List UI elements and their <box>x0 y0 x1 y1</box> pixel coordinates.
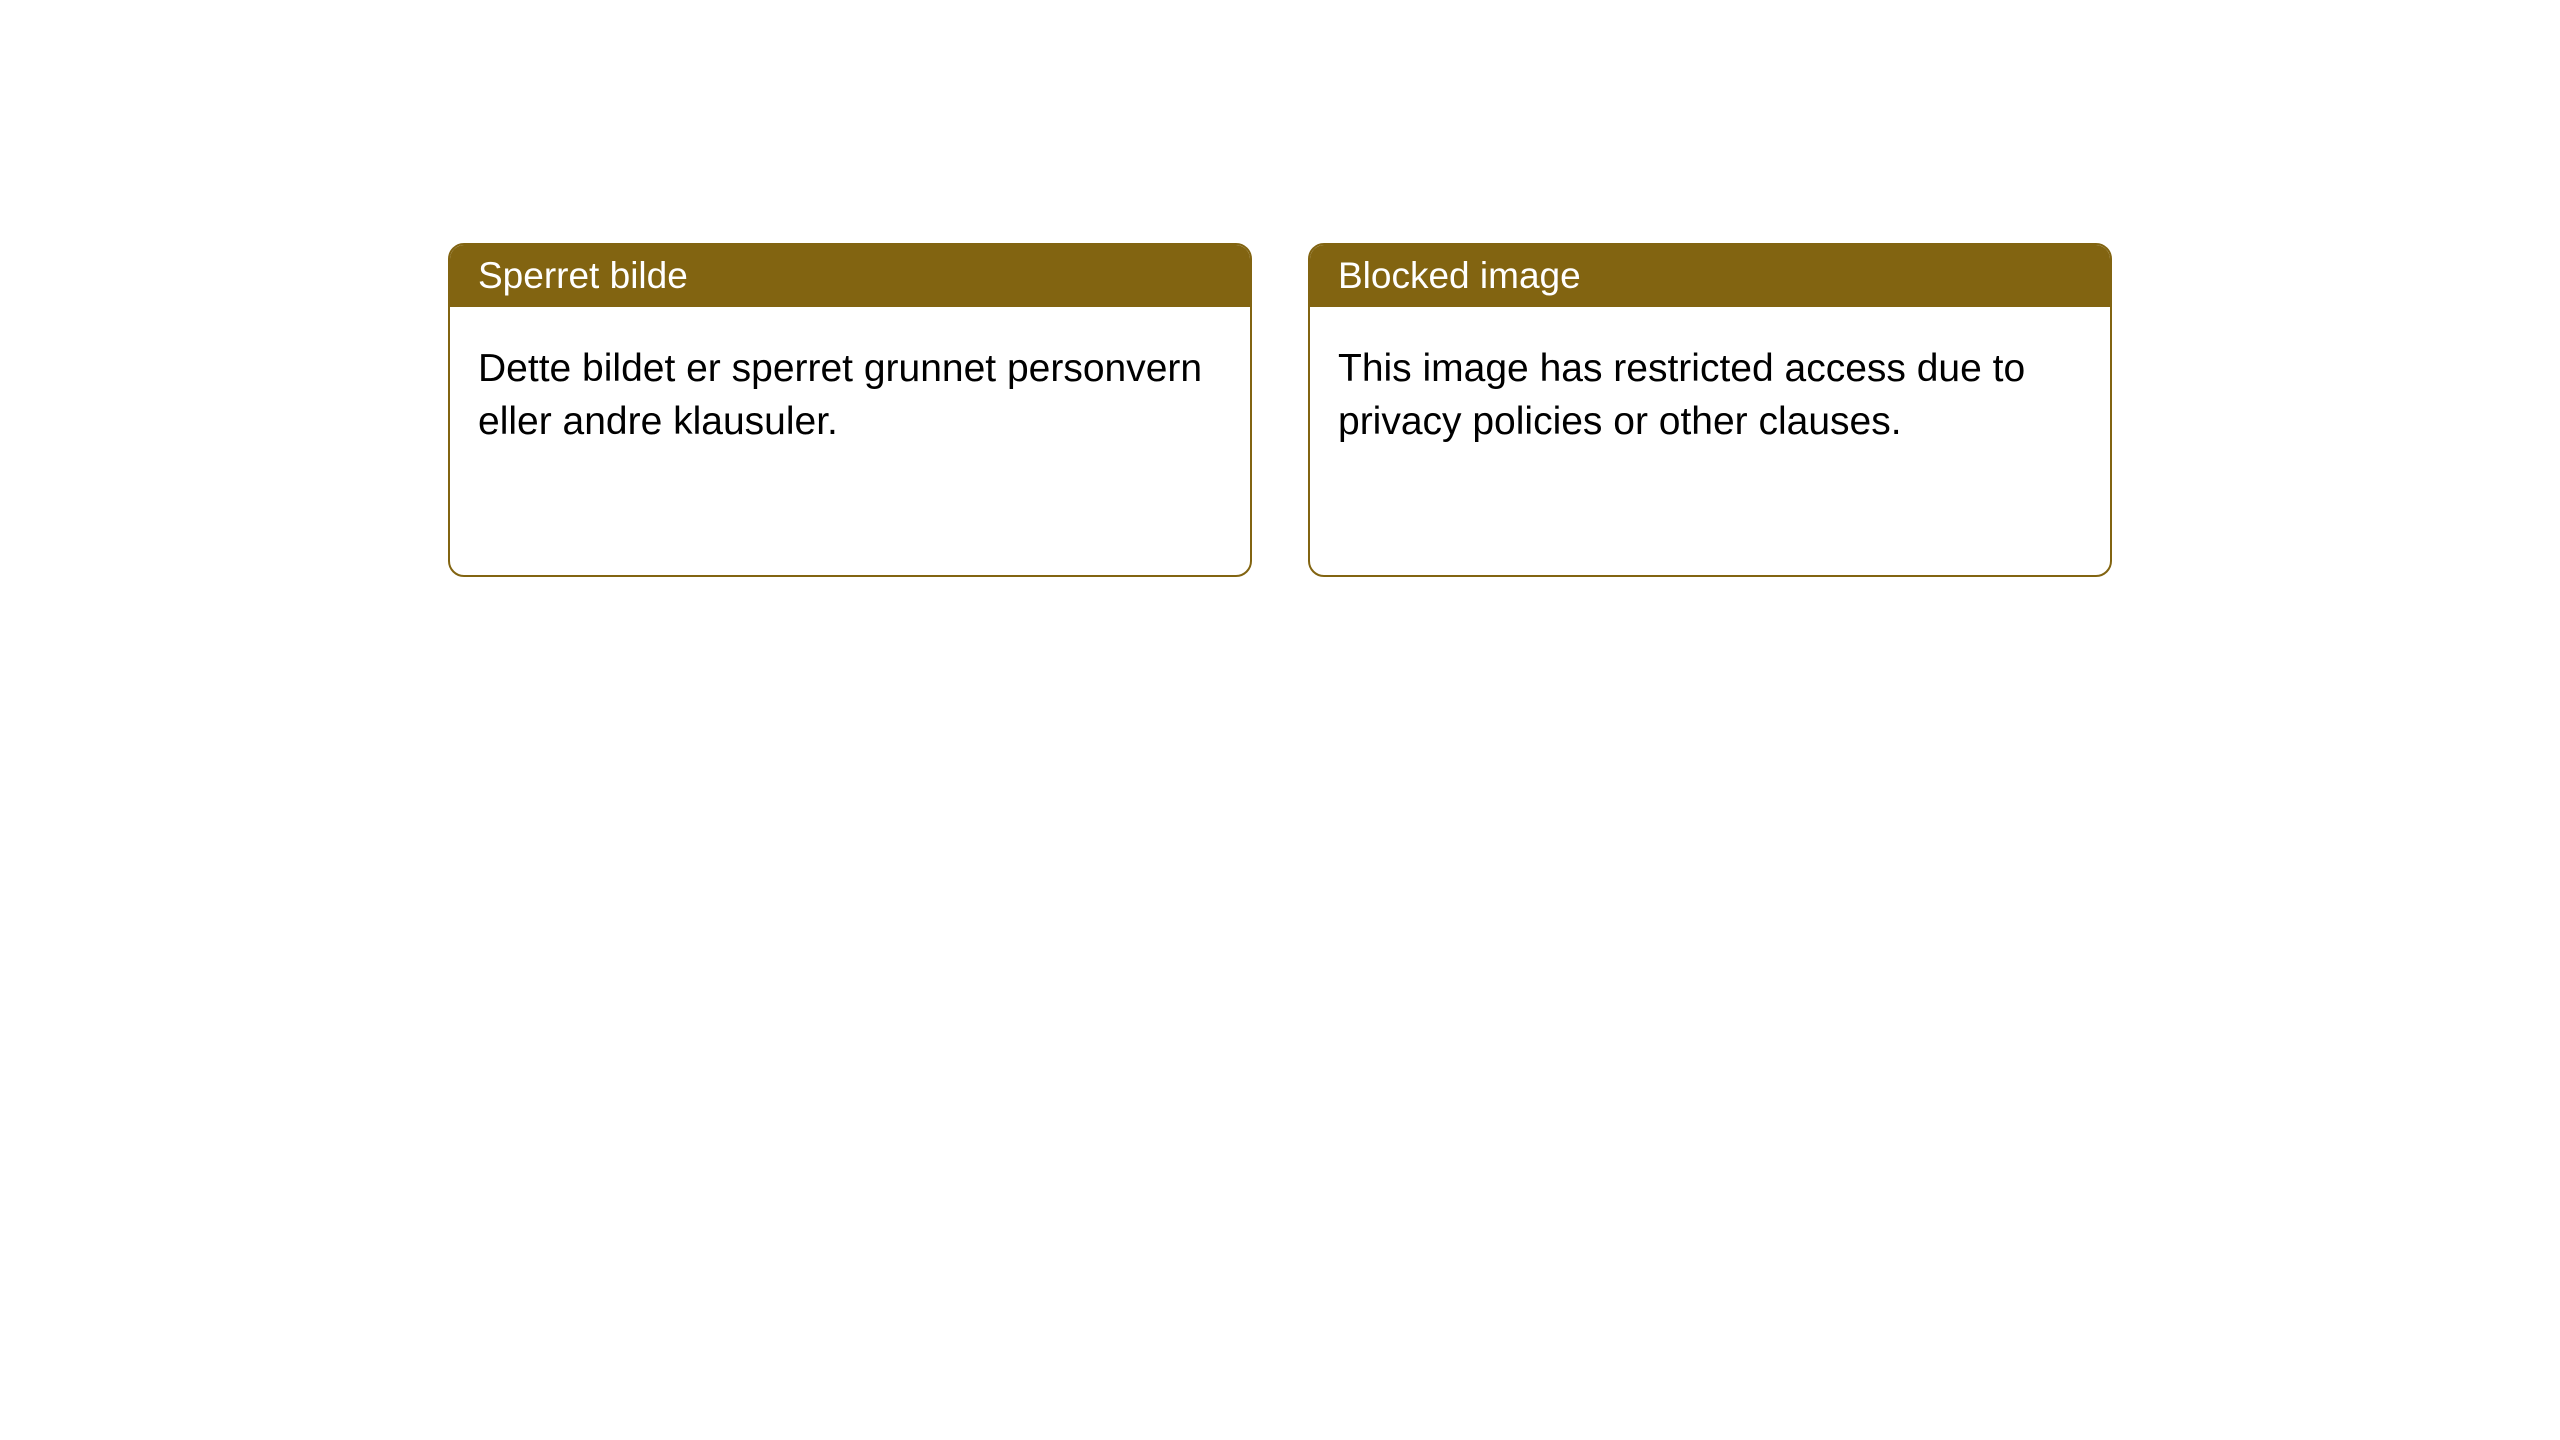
card-header-text: Blocked image <box>1338 255 1581 296</box>
card-body-text: This image has restricted access due to … <box>1338 347 2025 443</box>
card-body: This image has restricted access due to … <box>1310 307 2110 484</box>
card-body-text: Dette bildet er sperret grunnet personve… <box>478 347 1202 443</box>
card-header: Sperret bilde <box>450 245 1250 307</box>
card-body: Dette bildet er sperret grunnet personve… <box>450 307 1250 484</box>
notice-container: Sperret bilde Dette bildet er sperret gr… <box>0 0 2560 577</box>
blocked-image-card-english: Blocked image This image has restricted … <box>1308 243 2112 577</box>
card-header: Blocked image <box>1310 245 2110 307</box>
card-header-text: Sperret bilde <box>478 255 688 296</box>
blocked-image-card-norwegian: Sperret bilde Dette bildet er sperret gr… <box>448 243 1252 577</box>
